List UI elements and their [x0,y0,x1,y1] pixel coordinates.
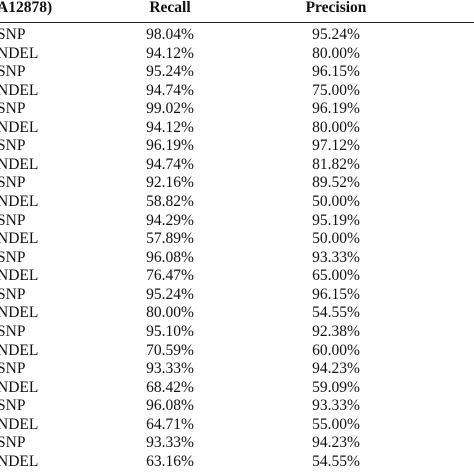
row-label: SNP [0,360,26,378]
precision-cell: 80.00% [312,118,360,136]
precision-cell: 95.19% [312,211,360,229]
precision-cell: 60.00% [312,341,360,359]
recall-cell: 95.10% [146,322,194,340]
precision-cell: 93.33% [312,397,360,415]
row-label: SNP [0,248,26,266]
precision-cell: 93.33% [312,248,360,266]
row-label: SNP [0,434,26,452]
recall-cell: 94.74% [146,155,194,173]
recall-cell: 96.08% [146,248,194,266]
recall-cell: 76.47% [146,267,194,285]
precision-cell: 97.12% [312,137,360,155]
row-label: NDEL [0,81,39,99]
row-label: SNP [0,322,26,340]
row-label: SNP [0,137,26,155]
recall-cell: 58.82% [146,193,194,211]
recall-cell: 63.16% [146,452,194,470]
recall-cell: 94.12% [146,44,194,62]
precision-cell: 75.00% [312,81,360,99]
row-label: NDEL [0,452,39,470]
row-label: SNP [0,285,26,303]
precision-cell: 50.00% [312,193,360,211]
recall-cell: 64.71% [146,415,194,433]
row-label: NDEL [0,341,39,359]
recall-cell: 70.59% [146,341,194,359]
row-label: NDEL [0,193,39,211]
precision-cell: 55.00% [312,415,360,433]
row-label: NDEL [0,304,39,322]
recall-cell: 99.02% [146,100,194,118]
recall-cell: 94.29% [146,211,194,229]
precision-cell: 95.24% [312,26,360,43]
precision-cell: 94.23% [312,434,360,452]
row-label: NDEL [0,378,39,396]
row-label: SNP [0,174,26,192]
precision-cell: 80.00% [312,44,360,62]
precision-cell: 89.52% [312,174,360,192]
row-label: SNP [0,397,26,415]
precision-cell: 50.00% [312,230,360,248]
row-label: NDEL [0,415,39,433]
recall-cell: 98.04% [146,26,194,43]
recall-cell: 57.89% [146,230,194,248]
precision-cell: 81.82% [312,155,360,173]
row-label: SNP [0,63,26,81]
recall-cell: 95.24% [146,63,194,81]
recall-cell: 80.00% [146,304,194,322]
precision-cell: 96.15% [312,63,360,81]
precision-cell: 96.19% [312,100,360,118]
recall-cell: 96.19% [146,137,194,155]
recall-cell: 93.33% [146,434,194,452]
recall-cell: 93.33% [146,360,194,378]
precision-cell: 94.23% [312,360,360,378]
header-cell: Recall [149,0,191,16]
precision-cell: 59.09% [312,378,360,396]
recall-cell: 94.74% [146,81,194,99]
row-label: SNP [0,26,26,43]
row-label: NDEL [0,155,39,173]
precision-cell: 92.38% [312,322,360,340]
row-label: NDEL [0,118,39,136]
precision-cell: 96.15% [312,285,360,303]
header-cell: Precision [305,0,367,16]
recall-cell: 96.08% [146,397,194,415]
header-cell: A12878) [0,0,53,16]
recall-cell: 92.16% [146,174,194,192]
row-label: NDEL [0,267,39,285]
recall-cell: 68.42% [146,378,194,396]
header-rule [0,22,474,23]
row-label: SNP [0,100,26,118]
row-label: NDEL [0,44,39,62]
precision-cell: 65.00% [312,267,360,285]
row-label: NDEL [0,230,39,248]
recall-cell: 94.12% [146,118,194,136]
precision-cell: 54.55% [312,452,360,470]
precision-cell: 54.55% [312,304,360,322]
recall-cell: 95.24% [146,285,194,303]
row-label: SNP [0,211,26,229]
